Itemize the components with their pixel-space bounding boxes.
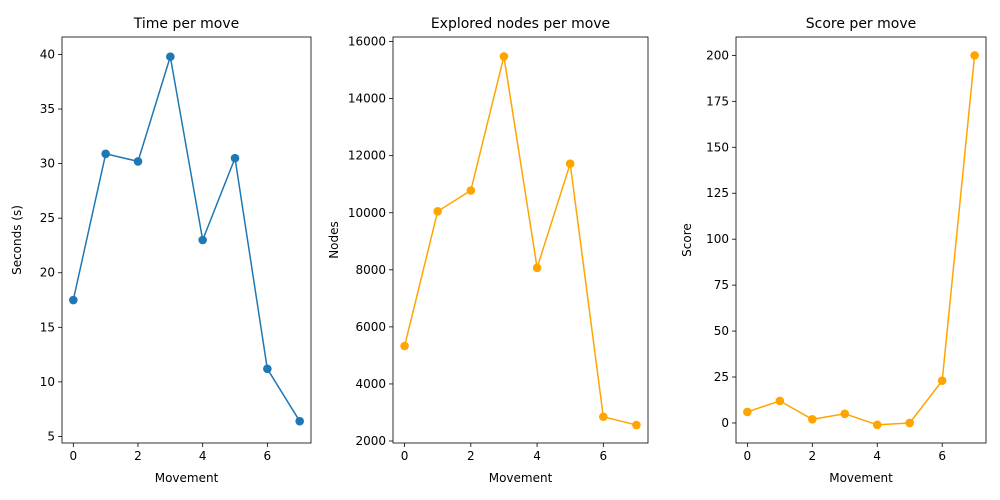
series-line (72, 56, 301, 422)
y-tick-label: 175 (706, 94, 729, 108)
data-point (263, 364, 272, 374)
plot-frame (61, 36, 312, 444)
y-tick-label: 150 (706, 140, 729, 154)
data-point (295, 416, 304, 426)
data-point (400, 341, 409, 351)
data-point (69, 295, 78, 305)
y-tick-label: 0 (721, 416, 729, 430)
x-tick-label: 2 (134, 449, 142, 463)
x-axis-label: Movement (489, 471, 553, 485)
y-tick-label: 16000 (348, 35, 386, 49)
y-axis-label: Seconds (s) (10, 205, 24, 275)
x-tick-label: 0 (744, 449, 752, 463)
y-tick-label: 14000 (348, 92, 386, 106)
x-tick-label: 4 (873, 449, 881, 463)
y-tick-label: 5 (47, 429, 55, 443)
plot-frame (735, 36, 987, 444)
y-tick-label: 40 (40, 47, 55, 61)
data-point (198, 235, 207, 245)
x-tick-label: 6 (938, 449, 946, 463)
y-tick-label: 50 (714, 324, 729, 338)
x-axis-label: Movement (829, 471, 893, 485)
y-tick-label: 20 (40, 266, 55, 280)
data-point (230, 153, 240, 163)
y-tick-label: 30 (40, 157, 55, 171)
data-point (970, 51, 979, 60)
y-tick-label: 4000 (355, 377, 386, 391)
data-point (632, 420, 641, 430)
y-tick-label: 15 (40, 320, 55, 334)
data-point (937, 376, 947, 385)
y-tick-label: 25 (40, 211, 55, 225)
y-tick-label: 100 (706, 232, 729, 246)
data-point (433, 207, 443, 216)
data-point (743, 407, 752, 417)
plot-frame (392, 36, 649, 444)
chart-title: Score per move (806, 16, 916, 32)
x-tick-label: 0 (69, 449, 77, 463)
y-tick-label: 125 (706, 186, 729, 200)
data-point (565, 159, 575, 168)
chart-panel-1: Time per move 0 2 4 6 5 10 15 20 25 30 35 40 Movement… (10, 16, 312, 485)
y-tick-label: 75 (714, 278, 729, 292)
y-tick-label: 6000 (355, 320, 386, 334)
data-point (466, 186, 476, 195)
y-tick-label: 25 (714, 370, 729, 384)
x-tick-label: 6 (599, 449, 607, 463)
x-tick-label: 4 (199, 449, 207, 463)
y-tick-label: 2000 (355, 434, 386, 448)
x-tick-label: 2 (808, 449, 816, 463)
y-tick-label: 10 (40, 375, 55, 389)
chart-title: Explored nodes per move (431, 16, 610, 32)
data-point (807, 414, 817, 424)
data-point (775, 396, 785, 406)
series-line (403, 56, 637, 426)
series-line (747, 55, 976, 426)
data-point (905, 418, 915, 428)
data-point (101, 149, 110, 159)
data-point (840, 409, 850, 419)
data-point (532, 263, 542, 273)
x-tick-label: 2 (467, 449, 475, 463)
data-point (598, 412, 608, 422)
chart-panel-3: Score per move 0 2 4 6 0 25 50 75 100 125 150 175 200… (680, 16, 987, 485)
x-tick-label: 0 (401, 449, 409, 463)
y-tick-label: 12000 (348, 149, 386, 163)
y-axis-label: Nodes (327, 221, 341, 259)
data-point (133, 157, 143, 166)
data-point (166, 52, 175, 61)
y-tick-label: 35 (40, 102, 55, 116)
y-axis-label: Score (680, 223, 694, 257)
y-tick-label: 10000 (348, 206, 386, 220)
data-point (872, 420, 882, 430)
data-point (499, 52, 509, 61)
y-tick-label: 200 (706, 48, 729, 62)
y-tick-label: 8000 (355, 263, 386, 277)
x-tick-label: 4 (533, 449, 541, 463)
chart-panel-2: Explored nodes per move 0 2 4 6 2000 4000 6000 8… (327, 16, 649, 485)
x-axis-label: Movement (155, 471, 219, 485)
x-tick-label: 6 (264, 449, 272, 463)
chart-title: Time per move (133, 16, 240, 32)
